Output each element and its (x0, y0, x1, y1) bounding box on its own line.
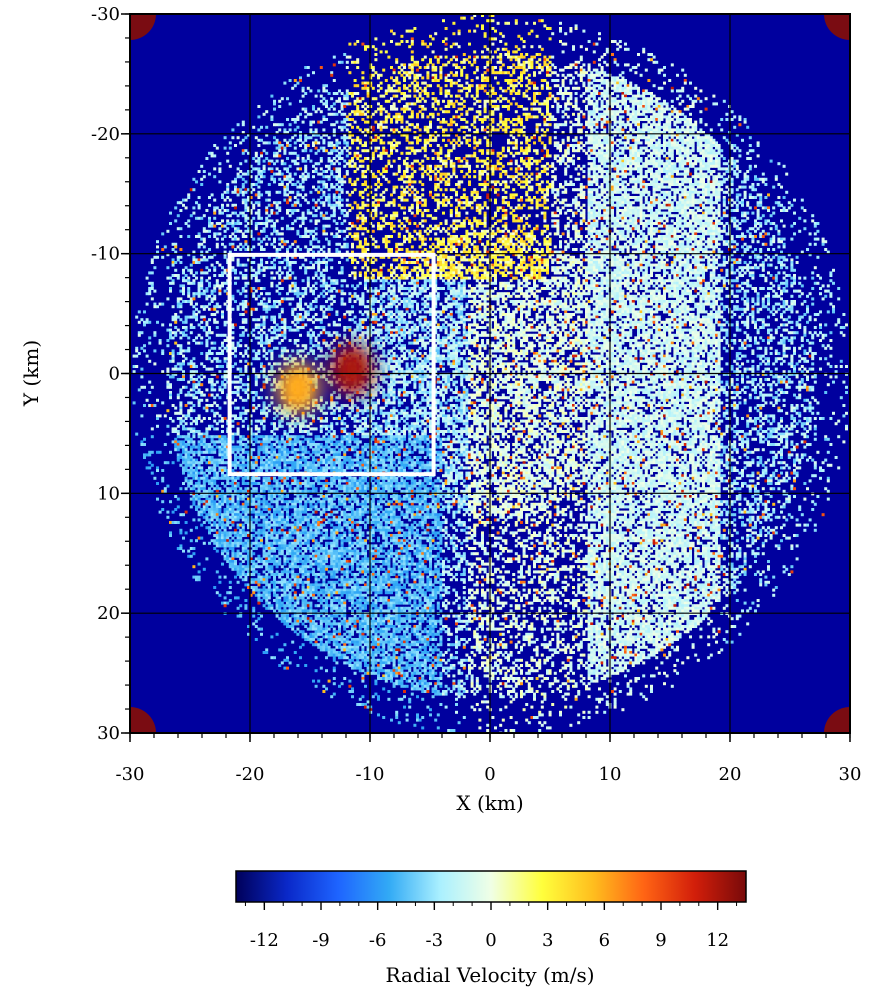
y-tick-label: -20 (91, 124, 120, 145)
y-tick-label: 0 (109, 364, 120, 385)
y-tick-label: -10 (91, 244, 120, 265)
x-tick-label: 20 (719, 764, 742, 785)
colorbar-tick-label: 3 (542, 930, 553, 951)
y-tick-label: 20 (97, 603, 120, 624)
colorbar-tick-label: -6 (369, 930, 387, 951)
x-tick-label: 0 (484, 764, 495, 785)
colorbar-label: Radial Velocity (m/s) (385, 963, 594, 987)
colorbar-tick-label: -9 (312, 930, 330, 951)
colorbar-ticks: -12 -9 -6 -3 0 3 6 9 12 (245, 902, 736, 951)
y-axis-label: Y (km) (19, 340, 43, 407)
x-axis-label: X (km) (456, 791, 523, 815)
colorbar-gradient (236, 871, 746, 902)
colorbar-tick-label: 9 (655, 930, 666, 951)
colorbar: -12 -9 -6 -3 0 3 6 9 12 Radial Velocity (m/s) (236, 871, 746, 987)
colorbar-tick-label: 12 (706, 930, 729, 951)
x-tick-label: -20 (236, 764, 265, 785)
velocity-feature-2 (276, 362, 320, 414)
plot-area (104, 0, 871, 759)
colorbar-tick-label: 0 (485, 930, 496, 951)
y-tick-label: 30 (97, 723, 120, 744)
colorbar-tick-label: -3 (426, 930, 444, 951)
velocity-feature-1 (330, 344, 374, 396)
x-axis: -30 -20 -10 0 10 20 30 (116, 733, 862, 785)
colorbar-tick-label: 6 (599, 930, 610, 951)
colorbar-tick-label: -12 (250, 930, 279, 951)
y-tick-label: -30 (91, 4, 120, 25)
x-tick-label: 30 (839, 764, 862, 785)
x-tick-label: -10 (356, 764, 385, 785)
x-tick-label: -30 (116, 764, 145, 785)
x-tick-label: 10 (599, 764, 622, 785)
y-tick-label: 10 (97, 483, 120, 504)
y-axis: -30 -20 -10 0 10 20 30 (91, 4, 130, 744)
